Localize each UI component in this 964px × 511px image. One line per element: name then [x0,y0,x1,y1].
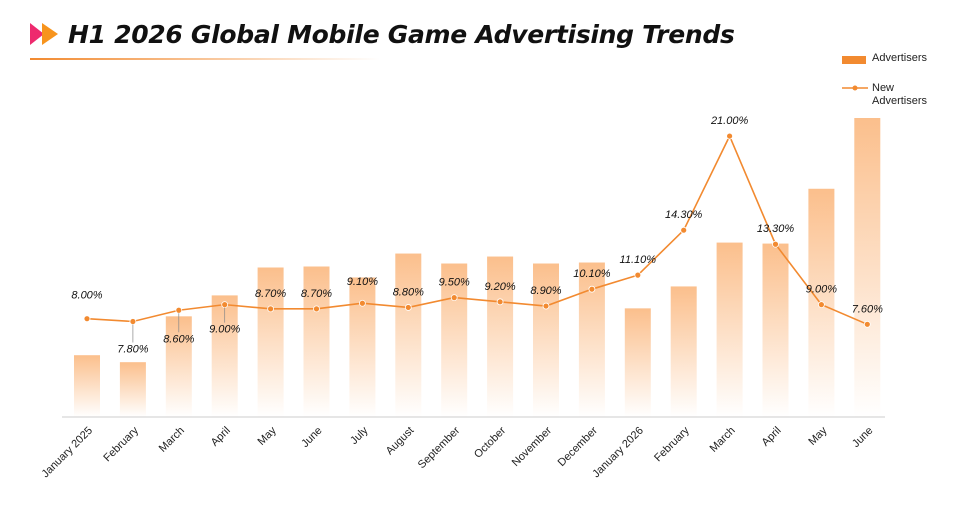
bar [349,277,376,417]
chart-legend: Advertisers New Advertisers [842,52,952,122]
legend-item-new-advertisers[interactable]: New Advertisers [842,82,952,112]
bar [670,286,697,417]
legend-item-advertisers[interactable]: Advertisers [842,52,952,72]
bar [395,253,422,417]
data-label: 21.00% [710,115,749,127]
line-points [83,132,871,343]
x-tick-label: March [708,425,738,455]
data-label: 10.10% [573,268,611,280]
data-label: 8.70% [255,288,286,300]
chart-title: H1 2026 Global Mobile Game Advertising T… [68,20,735,49]
line-point [496,298,504,306]
data-label: 9.00% [806,284,837,296]
line-point [542,302,550,310]
logo-arrow-left [30,23,44,45]
x-tick-label: July [348,424,371,447]
data-label: 9.50% [439,277,470,289]
bar [854,118,881,417]
chart-header: H1 2026 Global Mobile Game Advertising T… [30,18,735,64]
data-label: 8.60% [163,333,194,345]
x-tick-label: June [299,425,324,450]
line-point [221,301,229,309]
legend-bar-swatch [842,56,866,64]
line-point [450,294,458,302]
title-underline [30,58,380,60]
x-tick-label: June [850,425,875,450]
line-point [313,305,320,313]
bar [119,362,146,417]
bar [257,267,284,417]
line-point [129,318,137,325]
bar [303,266,330,417]
line-point [818,301,825,309]
bar [624,308,651,417]
bar [533,263,559,417]
x-tick-label: March [157,425,187,455]
data-label: 14.30% [665,209,703,221]
line-data-labels: 8.00% 7.80% 8.60% 9.00% 8.70% 8.70% 9.10% 8.80%… [71,115,883,355]
legend-label-advertisers: Advertisers [872,52,928,64]
legend-label-new-advertisers: New Advertisers [872,82,928,107]
x-tick-label: May [256,424,280,448]
double-play-arrow-icon [30,23,58,45]
bar [165,316,192,417]
x-tick-label: December [556,424,601,469]
data-label: 9.00% [209,324,240,336]
x-tick-label: January 2025 [39,425,95,481]
line-point [404,304,412,311]
data-label: 13.30% [757,223,795,235]
line-point [634,271,642,279]
bar [74,355,100,417]
x-tick-label: April [209,425,233,449]
line-point [726,132,733,140]
bar-series [74,118,881,417]
data-label: 8.70% [301,288,332,300]
line-point [267,305,275,313]
series-line-new-advertisers [86,134,868,326]
logo-arrow-right [42,23,58,45]
data-label: 9.20% [484,281,515,293]
x-tick-label: September [416,424,463,471]
line-point [772,240,779,248]
line-point [863,320,871,328]
x-tick-label: October [472,424,508,460]
line-point [83,315,91,323]
data-label: 8.90% [530,285,561,297]
bar [487,256,514,417]
x-tick-label: May [806,424,830,448]
line-point [588,285,596,293]
line-point [175,306,183,314]
data-label: 8.80% [393,286,424,298]
legend-line-swatch [842,85,868,91]
line-point [680,226,688,234]
bar [441,263,468,417]
data-label: 9.10% [347,276,378,288]
x-tick-label: February [652,424,692,464]
x-tick-label: April [760,425,784,449]
data-label: 8.00% [71,290,102,302]
bar [716,242,743,417]
data-label: 7.80% [117,343,148,355]
bar [762,243,789,417]
x-tick-label: November [510,424,555,469]
line-series [86,134,868,326]
x-tick-label: August [384,425,417,458]
x-tick-label: February [101,424,141,464]
data-label: 7.60% [852,303,883,315]
line-point [358,299,366,307]
x-axis-ticks: January 2025 February March April May June Jul… [39,424,875,480]
data-label: 11.10% [620,254,657,266]
